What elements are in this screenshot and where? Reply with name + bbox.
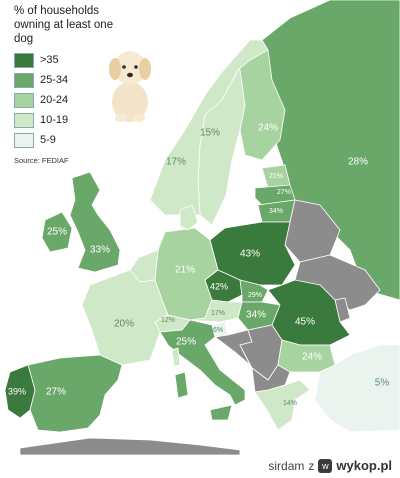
label-sweden: 15% [200, 128, 220, 139]
legend-label: 5-9 [40, 134, 56, 146]
label-spain: 27% [46, 387, 66, 398]
country-portugal [4, 364, 36, 419]
legend-item: >35 [14, 50, 174, 70]
island-sicily [209, 404, 233, 421]
label-switzerland: 12% [161, 317, 175, 324]
country-italy [159, 319, 246, 406]
legend-swatch [14, 72, 34, 88]
source-note: Source: FEDIAF [14, 156, 69, 165]
legend-label: >35 [40, 54, 59, 66]
label-russia: 28% [348, 157, 368, 168]
label-czechia: 42% [210, 281, 228, 291]
wykop-logo-icon: w [318, 458, 333, 473]
legend-swatch [14, 92, 34, 108]
legend-swatch [14, 132, 34, 148]
country-romania [267, 279, 351, 346]
label-italy: 25% [176, 337, 196, 348]
legend-item: 25-34 [14, 70, 174, 90]
label-estonia: 21% [269, 173, 283, 180]
label-hungary: 34% [246, 310, 266, 321]
legend-label: 20-24 [40, 94, 69, 106]
legend-label: 25-34 [40, 74, 69, 86]
country-ireland [41, 211, 73, 253]
legend-swatch [14, 52, 34, 68]
label-germany: 21% [175, 265, 195, 276]
legend-item: 5-9 [14, 130, 174, 150]
label-lithuania: 34% [269, 208, 283, 215]
label-finland: 24% [258, 123, 278, 134]
legend: % of households owning at least one dog … [14, 4, 174, 165]
label-turkey: 5% [375, 378, 390, 389]
label-france: 20% [114, 319, 134, 330]
label-slovenia: 6% [213, 327, 223, 334]
label-uk: 33% [90, 245, 110, 256]
country-belarus [284, 199, 341, 263]
label-slovakia: 29% [248, 292, 262, 299]
label-latvia: 27% [277, 189, 291, 196]
label-portugal: 39% [8, 386, 26, 396]
label-norway: 17% [166, 157, 186, 168]
island-sardinia [174, 371, 189, 399]
country-norway [149, 39, 269, 216]
country-austria [189, 299, 243, 323]
island-corsica [171, 347, 181, 367]
legend-item: 20-24 [14, 90, 174, 110]
map-title: % of households owning at least one dog [14, 5, 114, 45]
footer-credit: sirdam z w wykop.pl [268, 458, 392, 473]
label-greece: 14% [283, 400, 297, 407]
label-romania: 45% [295, 317, 315, 328]
legend-item: 10-19 [14, 110, 174, 130]
country-france [81, 269, 169, 366]
country-turkey [314, 344, 400, 433]
footer-separator: z [308, 458, 315, 473]
country-denmark [179, 204, 199, 231]
label-poland: 43% [240, 249, 260, 260]
footer-user[interactable]: sirdam [268, 458, 305, 473]
label-bulgaria: 24% [302, 352, 322, 363]
country-greece [254, 379, 311, 431]
legend-label: 10-19 [40, 114, 69, 126]
country-uk [69, 171, 121, 273]
legend-swatch [14, 112, 34, 128]
label-ireland: 25% [47, 227, 67, 238]
label-austria: 17% [211, 310, 225, 317]
footer-site[interactable]: wykop.pl [336, 458, 392, 473]
footer-bar: sirdam z w wykop.pl [0, 455, 400, 478]
puppy-illustration [109, 51, 151, 122]
